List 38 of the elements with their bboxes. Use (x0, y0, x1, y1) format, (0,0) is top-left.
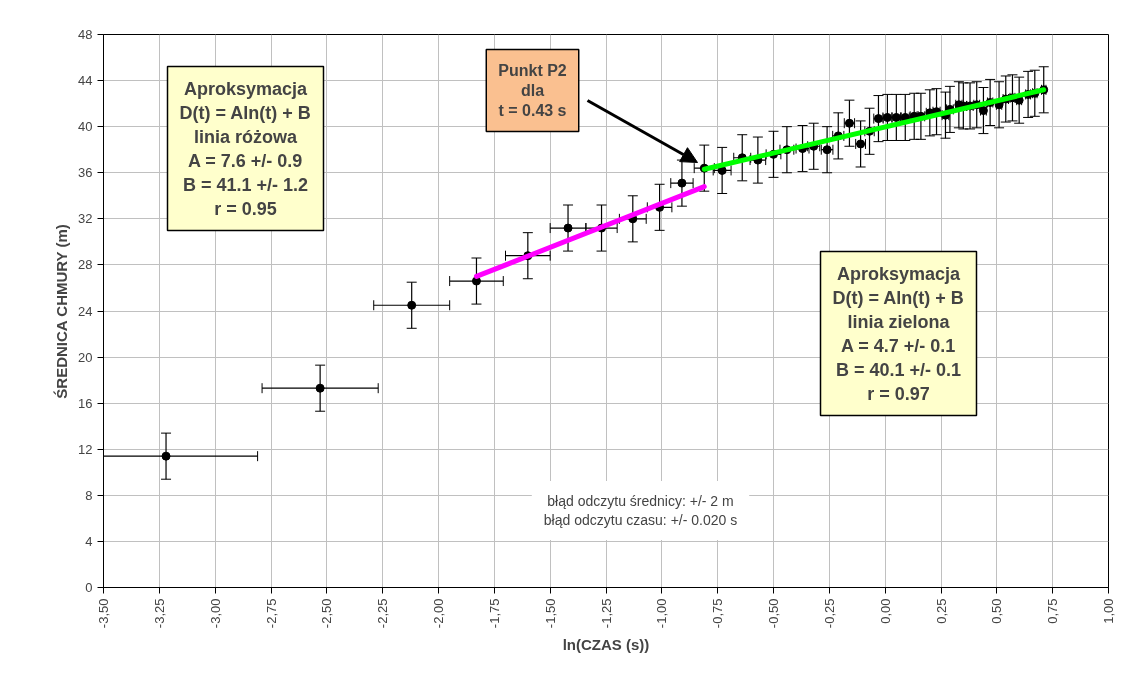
x-tick-label: -3,00 (207, 598, 223, 629)
x-tick-label: -1,75 (486, 598, 502, 629)
y-tick-label: 44 (78, 73, 93, 89)
y-tick-label: 24 (78, 303, 93, 319)
annotation: Aproksymacja D(t) = Aln(t) + B linia różowa A = 7.6 +/- 0.9 B = 41.1 +/- 1.2 r = 0.95 (179, 78, 311, 219)
x-tick-label: -1,00 (654, 598, 670, 629)
y-tick-label: 12 (78, 441, 93, 457)
x-tick-label: 0,00 (877, 598, 893, 624)
x-tick-label: -2,00 (431, 598, 446, 629)
x-tick-label: -2,50 (319, 598, 335, 629)
x-tick-label: 0,25 (933, 598, 949, 624)
y-tick-label: 16 (78, 395, 93, 411)
x-tick-label: -2,25 (375, 598, 391, 629)
y-tick-label: 0 (85, 580, 93, 595)
x-tick-label: -1,25 (598, 598, 614, 629)
x-tick-label: -0,50 (766, 598, 781, 629)
x-tick-label: -1,50 (542, 598, 558, 629)
x-tick-label: -0,75 (710, 598, 726, 629)
annotation: błąd odczytu średnicy: +/- 2 m błąd odczytu czasu: +/- 0.020 s (543, 492, 738, 529)
x-tick-label: -2,75 (263, 598, 279, 629)
y-tick-label: 8 (85, 487, 93, 503)
x-tick-label: 1,00 (1101, 598, 1116, 624)
annotation: Punkt P2 dla t = 0.43 s (498, 61, 567, 120)
x-tick-label: -0,25 (821, 598, 837, 629)
x-tick-label: -3,50 (96, 598, 111, 629)
x-tick-label: 0,50 (989, 598, 1005, 624)
x-tick-label: 0,75 (1045, 598, 1061, 624)
x-axis-title: ln(CZAS (s)) (562, 636, 650, 654)
y-tick-label: 48 (78, 27, 93, 42)
y-tick-label: 20 (78, 349, 93, 365)
x-tick-label: -3,25 (151, 598, 167, 629)
y-tick-label: 28 (78, 257, 93, 273)
y-tick-label: 36 (78, 165, 93, 181)
annotation: Aproksymacja D(t) = Aln(t) + B linia zielona A = 4.7 +/- 0.1 B = 40.1 +/- 0.1 r = 0.97 (832, 263, 964, 404)
y-tick-label: 40 (78, 119, 93, 135)
y-tick-label: 4 (85, 533, 93, 549)
y-tick-label: 32 (78, 211, 93, 227)
y-axis-title: ŚREDNICA CHMURY (m) (53, 224, 71, 399)
